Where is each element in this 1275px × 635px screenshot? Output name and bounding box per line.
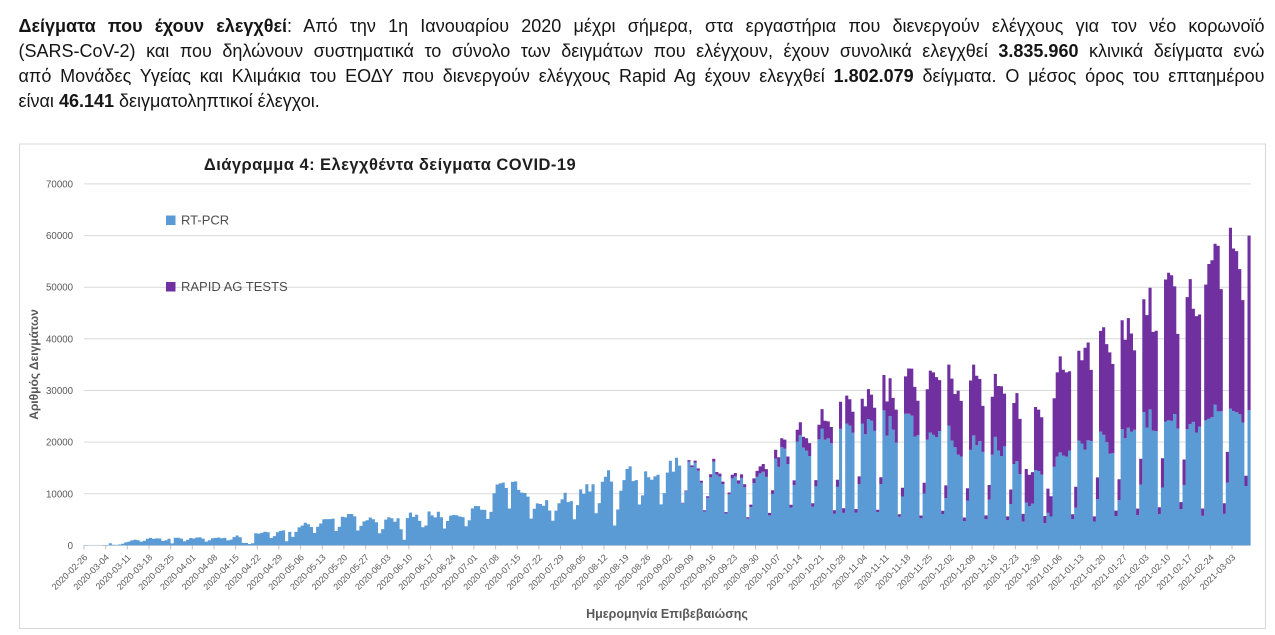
svg-text:Διάγραμμα 4: Ελεγχθέντα δείγμα: Διάγραμμα 4: Ελεγχθέντα δείγματα COVID-1… <box>204 156 576 174</box>
svg-text:RT-PCR: RT-PCR <box>181 213 229 228</box>
svg-text:Αριθμός Δειγμάτων: Αριθμός Δειγμάτων <box>27 309 41 420</box>
svg-text:RAPID AG TESTS: RAPID AG TESTS <box>181 279 288 294</box>
svg-text:10000: 10000 <box>46 489 74 500</box>
svg-text:60000: 60000 <box>46 231 74 242</box>
svg-text:40000: 40000 <box>46 334 74 345</box>
svg-text:Ημερομηνία Επιβεβαιώσης: Ημερομηνία Επιβεβαιώσης <box>586 607 748 621</box>
svg-text:70000: 70000 <box>46 179 74 190</box>
svg-text:0: 0 <box>68 541 74 552</box>
svg-text:50000: 50000 <box>46 283 74 294</box>
svg-text:30000: 30000 <box>46 386 74 397</box>
svg-text:20000: 20000 <box>46 438 74 449</box>
